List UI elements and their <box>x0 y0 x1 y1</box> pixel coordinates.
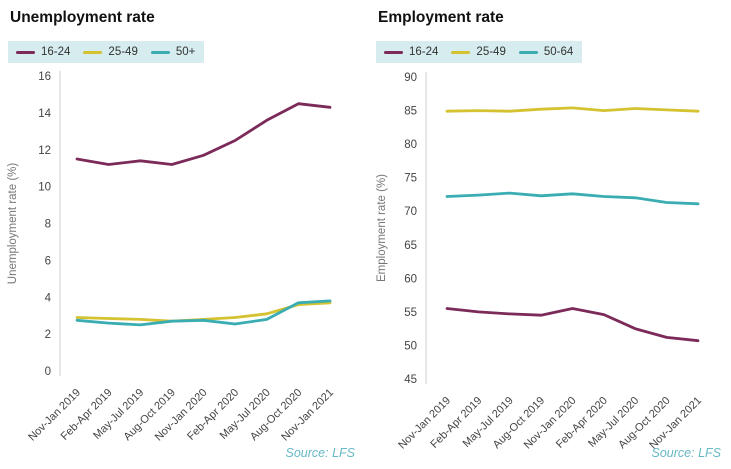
legend-swatch <box>451 50 471 54</box>
series-line-25-49 <box>445 106 700 113</box>
y-tick-label: 65 <box>404 240 417 252</box>
chart-title: Employment rate <box>378 9 504 26</box>
y-tick-label: 45 <box>404 374 417 386</box>
y-tick-label: 80 <box>404 139 417 151</box>
y-tick-label: 12 <box>38 145 51 157</box>
y-tick-label: 70 <box>404 206 417 218</box>
employment-chart-panel: Employment rate 16-24 25-49 50-64 45 50 55… <box>368 0 731 469</box>
y-axis-title: Employment rate (%) <box>376 174 388 282</box>
legend-item-16-24: 16-24 <box>384 46 438 58</box>
legend-item-25-49: 25-49 <box>451 46 506 58</box>
legend-swatch <box>83 50 103 54</box>
source-note: Source: LFS <box>651 446 721 460</box>
y-tick-label: 75 <box>404 173 417 185</box>
legend-label: 50+ <box>175 46 196 58</box>
y-tick-label: 55 <box>404 307 417 319</box>
legend-label: 16-24 <box>409 46 439 58</box>
series-line-16-24 <box>445 307 700 343</box>
chart-legend: 16-24 25-49 50+ <box>8 41 205 63</box>
y-tick-label: 90 <box>404 72 417 84</box>
legend-item-50-plus: 50+ <box>150 46 196 58</box>
legend-label: 16-24 <box>41 46 71 58</box>
legend-item-50-64: 50-64 <box>518 46 574 58</box>
legend-label: 50-64 <box>543 46 574 58</box>
series-line-50-plus <box>75 299 332 327</box>
legend-item-25-49: 25-49 <box>83 46 138 58</box>
y-tick-label: 16 <box>38 71 51 83</box>
unemployment-chart-panel: Unemployment rate 16-24 25-49 50+ 0 2 4 6 8 1… <box>0 0 365 469</box>
y-tick-label: 6 <box>45 255 51 267</box>
y-tick-label: 8 <box>45 219 51 231</box>
chart-legend: 16-24 25-49 50-64 <box>376 41 583 63</box>
legend-swatch <box>518 50 538 54</box>
y-tick-label: 60 <box>404 273 417 285</box>
legend-swatch <box>384 50 403 54</box>
legend-label: 25-49 <box>108 46 138 58</box>
chart-title: Unemployment rate <box>10 9 155 26</box>
y-tick-label: 4 <box>45 292 52 304</box>
legend-item-16-24: 16-24 <box>16 46 70 58</box>
y-tick-label: 85 <box>404 106 417 118</box>
legend-swatch <box>150 50 170 54</box>
y-tick-label: 0 <box>45 366 51 378</box>
legend-swatch <box>16 50 35 54</box>
series-line-50-64 <box>445 191 700 206</box>
y-tick-label: 10 <box>38 182 51 194</box>
y-tick-label: 50 <box>404 340 417 352</box>
y-tick-label: 2 <box>45 329 51 341</box>
series-line-16-24 <box>75 102 332 166</box>
legend-label: 25-49 <box>476 46 506 58</box>
y-axis-title: Unemployment rate (%) <box>7 163 19 285</box>
source-note: Source: LFS <box>285 446 355 460</box>
y-tick-label: 14 <box>38 108 51 120</box>
